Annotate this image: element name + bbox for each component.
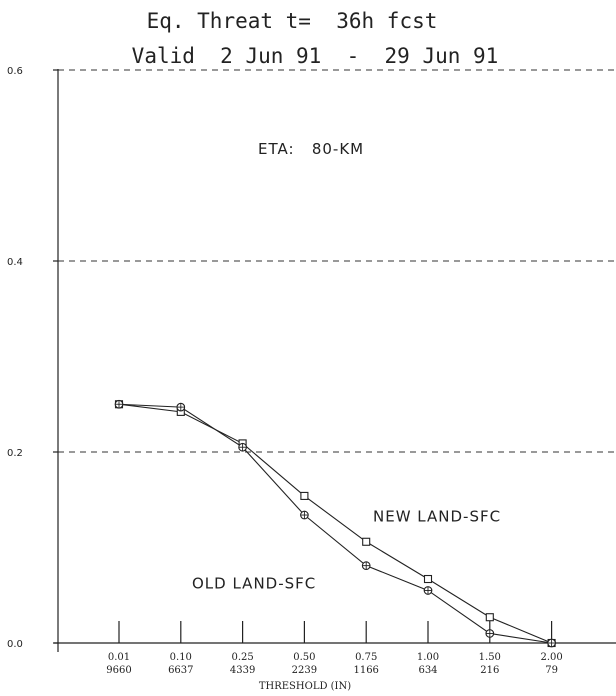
point-old-land-sfc-1.50 xyxy=(485,629,495,638)
chart-title: Eq. Threat t= 36h fcst xyxy=(147,9,438,33)
x-tick-label-0.50: 0.50 xyxy=(293,652,315,663)
point-new-land-sfc-1.50 xyxy=(485,613,494,622)
x-count-label-6637: 6637 xyxy=(168,665,193,676)
model-annotation: ETA: 80-KM xyxy=(258,140,364,158)
series-label-new-land-sfc: NEW LAND-SFC xyxy=(373,508,501,526)
x-tick-label-1.50: 1.50 xyxy=(479,652,501,663)
point-old-land-sfc-1.00 xyxy=(423,586,433,595)
x-tick-label-1.00: 1.00 xyxy=(417,652,439,663)
x-count-label-216: 216 xyxy=(480,665,499,676)
y-tick-label-0.0: 0.0 xyxy=(7,639,23,650)
point-old-land-sfc-0.10 xyxy=(176,402,186,412)
point-new-land-sfc-1.00 xyxy=(423,574,433,584)
series-old-land-sfc xyxy=(114,399,556,648)
y-tick-label-0.2: 0.2 xyxy=(7,448,23,459)
y-tick-label-0.6: 0.6 xyxy=(7,66,23,77)
x-count-label-2239: 2239 xyxy=(292,665,317,676)
series-line-new-land-sfc xyxy=(118,403,552,644)
series-label-old-land-sfc: OLD LAND-SFC xyxy=(192,575,316,593)
x-tick-label-0.10: 0.10 xyxy=(170,652,192,663)
x-tick-label-2.00: 2.00 xyxy=(540,652,562,663)
x-count-label-79: 79 xyxy=(545,665,558,676)
series-line-old-land-sfc xyxy=(118,403,552,644)
x-axis-title: THRESHOLD (IN) xyxy=(259,681,351,692)
axes xyxy=(53,69,616,652)
x-tick-label-0.01: 0.01 xyxy=(108,652,130,663)
point-old-land-sfc-0.75 xyxy=(361,561,371,570)
gridlines xyxy=(58,69,616,453)
point-old-land-sfc-0.25 xyxy=(238,442,247,452)
x-tick-label-0.25: 0.25 xyxy=(231,652,253,663)
chart-subtitle: Valid 2 Jun 91 - 29 Jun 91 xyxy=(132,44,499,68)
x-count-label-634: 634 xyxy=(418,665,437,676)
point-new-land-sfc-0.50 xyxy=(300,491,309,500)
x-count-label-9660: 9660 xyxy=(106,665,131,676)
x-count-label-1166: 1166 xyxy=(353,665,378,676)
data-series: NEW LAND-SFC OLD LAND-SFC xyxy=(114,399,556,648)
x-count-label-4339: 4339 xyxy=(230,665,255,676)
tick-labels: 0.0 0.2 0.4 0.6 0.01 9660 0.10 6637 0.25 4339 0.50… xyxy=(7,66,563,676)
point-old-land-sfc-0.01 xyxy=(114,399,124,409)
x-tick-label-0.75: 0.75 xyxy=(355,652,377,663)
point-new-land-sfc-0.75 xyxy=(362,537,371,546)
y-tick-label-0.4: 0.4 xyxy=(7,257,23,268)
point-old-land-sfc-0.50 xyxy=(300,510,309,520)
point-old-land-sfc-2.00 xyxy=(547,638,556,648)
